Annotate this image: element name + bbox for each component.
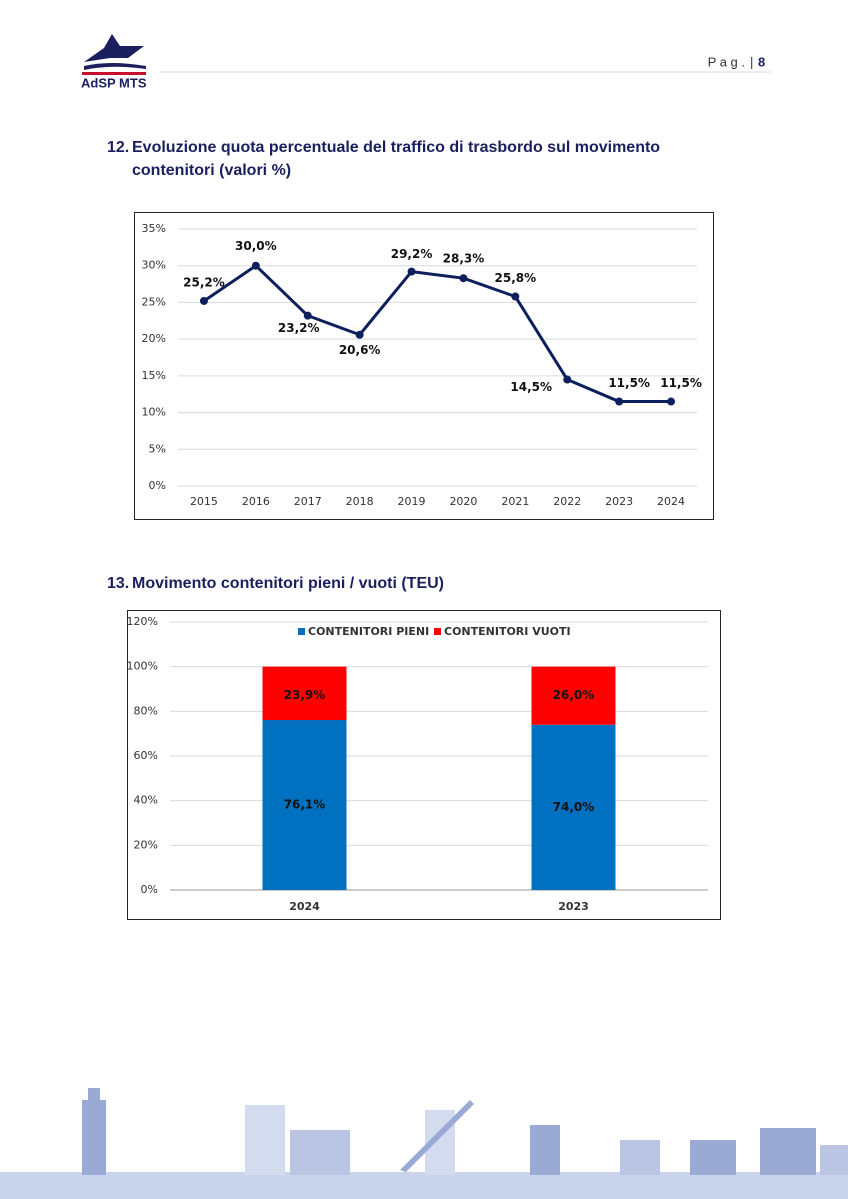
footer-skyline — [0, 1088, 848, 1199]
y-tick-label: 15% — [142, 369, 166, 382]
data-label: 76,1% — [284, 798, 326, 812]
data-point — [251, 261, 260, 270]
data-point — [303, 311, 312, 320]
data-label: 20,6% — [339, 343, 381, 357]
x-tick-label: 2023 — [558, 900, 589, 913]
x-tick-label: 2023 — [605, 495, 633, 508]
data-point — [459, 274, 468, 283]
y-tick-label: 20% — [142, 332, 166, 345]
page-number: 8 — [758, 54, 765, 69]
data-label: 74,0% — [553, 800, 595, 814]
data-label: 14,5% — [510, 380, 552, 394]
x-tick-label: 2019 — [398, 495, 426, 508]
section-title: Movimento contenitori pieni / vuoti (TEU… — [132, 575, 444, 592]
y-tick-label: 35% — [142, 222, 166, 235]
bar-segment — [262, 720, 347, 890]
bar-segment — [262, 666, 347, 721]
bar-segment — [531, 724, 616, 890]
data-label: 23,2% — [278, 321, 320, 335]
y-tick-label: 10% — [142, 406, 166, 419]
x-tick-label: 2024 — [289, 900, 320, 913]
y-tick-label: 60% — [134, 749, 158, 762]
data-point — [511, 292, 520, 301]
x-tick-label: 2016 — [242, 495, 270, 508]
data-label: 23,9% — [284, 688, 326, 702]
y-tick-label: 20% — [134, 838, 158, 851]
data-label: 26,0% — [553, 688, 595, 702]
logo: AdSP MTS — [81, 34, 147, 90]
section-title: contenitori (valori %) — [132, 162, 291, 179]
legend-label: CONTENITORI PIENI — [308, 625, 429, 638]
x-tick-label: 2022 — [553, 495, 581, 508]
x-tick-label: 2018 — [346, 495, 374, 508]
bar-segment — [531, 666, 616, 725]
page-separator: | — [750, 54, 753, 69]
data-point — [407, 267, 416, 276]
x-tick-label: 2021 — [501, 495, 529, 508]
data-point — [615, 397, 624, 406]
y-tick-label: 30% — [142, 259, 166, 272]
section-number: 13. — [107, 575, 129, 592]
data-label: 29,2% — [391, 247, 433, 261]
data-point — [355, 330, 364, 339]
section-title: Evoluzione quota percentuale del traffic… — [132, 139, 660, 156]
data-point — [563, 375, 572, 384]
chart-frame — [127, 610, 721, 920]
x-tick-label: 2015 — [190, 495, 218, 508]
x-tick-label: 2017 — [294, 495, 322, 508]
x-tick-label: 2024 — [657, 495, 685, 508]
y-tick-label: 5% — [149, 442, 166, 455]
legend-swatch — [434, 628, 441, 635]
y-tick-label: 40% — [134, 794, 158, 807]
data-label: 28,3% — [443, 252, 485, 266]
data-label: 11,5% — [660, 376, 702, 390]
data-label: 25,8% — [495, 271, 537, 285]
y-tick-label: 25% — [142, 295, 166, 308]
y-tick-label: 100% — [127, 660, 158, 673]
y-tick-label: 80% — [134, 704, 158, 717]
page-label: P a g . — [708, 54, 745, 69]
legend-swatch — [298, 628, 305, 635]
data-label: 11,5% — [608, 376, 650, 390]
data-point — [199, 296, 208, 305]
logo-text: AdSP MTS — [81, 75, 147, 90]
chart-frame — [134, 212, 714, 520]
section-number: 12. — [107, 139, 129, 156]
data-label: 30,0% — [235, 239, 277, 253]
y-tick-label: 0% — [141, 883, 158, 896]
data-point — [667, 397, 676, 406]
x-tick-label: 2020 — [449, 495, 477, 508]
legend-label: CONTENITORI VUOTI — [444, 625, 571, 638]
y-tick-label: 120% — [127, 615, 158, 628]
y-tick-label: 0% — [149, 479, 166, 492]
data-label: 25,2% — [183, 275, 225, 289]
data-line — [203, 264, 672, 404]
